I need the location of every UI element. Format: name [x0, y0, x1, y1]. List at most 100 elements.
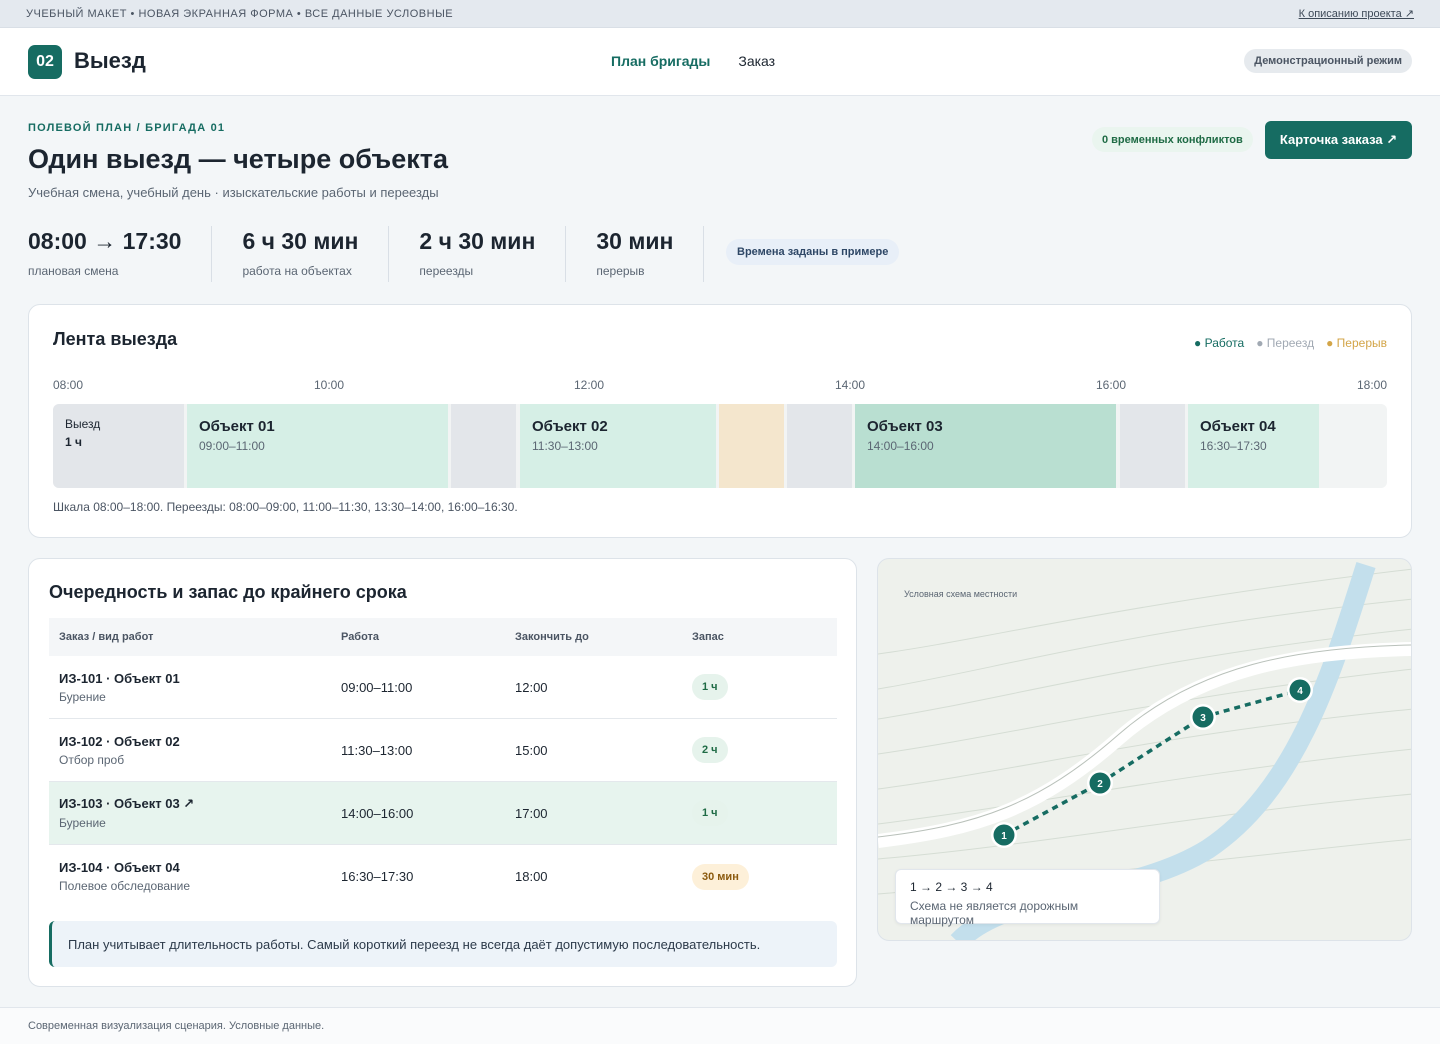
- work-type: Бурение: [59, 816, 106, 830]
- deadline: 18:00: [515, 869, 548, 884]
- map-point-label: 1: [1001, 831, 1007, 842]
- order-name: ИЗ-101 · Объект 01: [59, 670, 180, 686]
- timeline-panel: Лента выезда ● Работа ● Переезд ● Переры…: [28, 304, 1412, 538]
- queue-table: Заказ / вид работ Работа Закончить до За…: [49, 618, 837, 908]
- tick-label: 12:00: [574, 378, 605, 392]
- page-subtitle: Учебная смена, учебный день · изыскатель…: [28, 185, 439, 200]
- segment-time: 09:00–11:00: [199, 439, 265, 453]
- sequence-line: [1003, 688, 1301, 837]
- stat-label: переезды: [419, 264, 474, 278]
- stat-value: 6 ч 30 мин: [242, 228, 359, 254]
- reserve-badge: 2 ч: [692, 737, 728, 763]
- reserve-badge: 30 мин: [692, 863, 749, 890]
- segment-name: Объект 03: [867, 418, 943, 435]
- stat-shift: 08:00 → 17:30 плановая смена: [28, 226, 213, 282]
- segment-time: 16:30–17:30: [1200, 439, 1267, 453]
- segment-object-01[interactable]: Объект 01 09:00–11:00: [187, 404, 448, 488]
- deadline: 15:00: [515, 742, 548, 758]
- map-point-4: [1287, 677, 1313, 703]
- main-nav: План бригады Заказ: [611, 53, 775, 69]
- shift-stats: 08:00 → 17:30 плановая смена 6 ч 30 мин …: [28, 226, 734, 282]
- tick-label: 18:00: [1357, 378, 1388, 392]
- column-header: Заказ / вид работ: [59, 631, 154, 643]
- nav-item-crew-plan[interactable]: План бригады: [611, 53, 711, 69]
- notice-text: УЧЕБНЫЙ МАКЕТ • НОВАЯ ЭКРАННАЯ ФОРМА • В…: [26, 7, 454, 20]
- segment-transfer[interactable]: [451, 404, 516, 488]
- work-time: 14:00–16:00: [341, 805, 414, 821]
- times-note-badge: Времена заданы в примере: [726, 239, 900, 265]
- segment-transfer[interactable]: [1120, 404, 1185, 488]
- segment-object-03[interactable]: Объект 03 14:00–16:00: [855, 404, 1116, 488]
- timeline-title: Лента выезда: [53, 329, 178, 349]
- segment-time: 14:00–16:00: [867, 439, 934, 453]
- nav-item-order[interactable]: Заказ: [738, 53, 776, 69]
- stat-value: 2 ч 30 мин: [419, 228, 536, 254]
- order-name: ИЗ-102 · Объект 02: [59, 733, 180, 749]
- queue-title: Очередность и запас до крайнего срока: [49, 582, 407, 602]
- app-badge: 02: [28, 45, 62, 79]
- segment-object-02[interactable]: Объект 02 11:30–13:00: [520, 404, 716, 488]
- stat-value: 08:00 → 17:30: [28, 228, 182, 254]
- segment-transfer[interactable]: [787, 404, 852, 488]
- map-point-label: 4: [1297, 686, 1303, 697]
- work-type: Отбор проб: [59, 752, 125, 767]
- table-row[interactable]: ИЗ-101 · Объект 01 Бурение 09:00–11:00 12…: [49, 656, 837, 719]
- tick-label: 16:00: [1096, 378, 1127, 392]
- map-point-3: [1190, 704, 1216, 730]
- column-header: Закончить до: [515, 631, 589, 643]
- legend-work: ● Работа: [1194, 336, 1245, 350]
- table-header: Заказ / вид работ Работа Закончить до За…: [49, 618, 837, 656]
- segment-departure[interactable]: Выезд 1 ч: [53, 404, 184, 488]
- map-caption: Условная схема местности: [904, 589, 1018, 599]
- deadline: 17:00: [515, 805, 548, 821]
- timeline-legend: ● Работа ● Переезд ● Перерыв: [1194, 336, 1387, 350]
- app-header: 02 Выезд План бригады Заказ Демонстрацио…: [0, 28, 1440, 96]
- page-footer: Современная визуализация сценария. Услов…: [0, 1007, 1440, 1044]
- table-row[interactable]: ИЗ-104 · Объект 04 Полевое обследование 1…: [49, 845, 837, 908]
- stat-label: перерыв: [596, 264, 645, 278]
- conflicts-badge: 0 временных конфликтов: [1092, 127, 1253, 152]
- column-header: Работа: [341, 631, 380, 643]
- map-legend-card: 1 → 2 → 3 → 4 Схема не является дорожным…: [895, 869, 1160, 927]
- timeline-ticks: 08:00 10:00 12:00 14:00 16:00 18:00: [53, 378, 1387, 392]
- breadcrumb: ПОЛЕВОЙ ПЛАН / БРИГАДА 01: [28, 122, 226, 134]
- legend-break: ● Перерыв: [1326, 336, 1387, 350]
- top-notice-strip: УЧЕБНЫЙ МАКЕТ • НОВАЯ ЭКРАННАЯ ФОРМА • В…: [0, 0, 1440, 28]
- stat-break: 30 мин перерыв: [596, 226, 705, 282]
- queue-hint: План учитывает длительность работы. Самы…: [49, 921, 837, 967]
- page-title: Один выезд — четыре объекта: [28, 144, 449, 174]
- timeline-note: Шкала 08:00–18:00. Переезды: 08:00–09:00…: [53, 500, 518, 514]
- map-panel[interactable]: 1 2 3 4 Условная схема местности 1 → 2 →…: [877, 558, 1412, 941]
- timeline-track: Выезд 1 ч Объект 01 09:00–11:00 Объект 0…: [53, 404, 1387, 488]
- deadline: 12:00: [515, 679, 548, 695]
- map-point-label: 2: [1097, 779, 1103, 790]
- order-name[interactable]: ИЗ-103 · Объект 03 ↗: [59, 796, 195, 811]
- order-card-button[interactable]: Карточка заказа ↗: [1265, 121, 1412, 159]
- work-time: 11:30–13:00: [341, 742, 413, 758]
- segment-name: Объект 04: [1200, 418, 1276, 435]
- demo-mode-badge: Демонстрационный режим: [1244, 49, 1412, 73]
- stat-label: плановая смена: [28, 264, 119, 278]
- segment-object-04[interactable]: Объект 04 16:30–17:30: [1188, 404, 1319, 488]
- project-description-link[interactable]: К описанию проекта ↗: [1298, 8, 1414, 20]
- map-point-2: [1087, 770, 1113, 796]
- segment-break[interactable]: [719, 404, 784, 488]
- stat-value: 30 мин: [596, 228, 674, 254]
- segment-time: 11:30–13:00: [532, 439, 598, 453]
- stat-moves: 2 ч 30 мин переезды: [419, 226, 567, 282]
- app-title: Выезд: [74, 48, 146, 73]
- tick-label: 10:00: [314, 378, 345, 392]
- work-type: Полевое обследование: [59, 879, 191, 893]
- stat-work: 6 ч 30 мин работа на объектах: [242, 226, 390, 282]
- tick-label: 08:00: [53, 378, 84, 392]
- legend-move: ● Переезд: [1256, 336, 1315, 350]
- work-time: 09:00–11:00: [341, 679, 413, 695]
- map-point-1: [991, 822, 1017, 848]
- segment-name: Объект 02: [532, 418, 608, 435]
- work-type: Бурение: [59, 689, 106, 704]
- table-row[interactable]: ИЗ-102 · Объект 02 Отбор проб 11:30–13:00…: [49, 719, 837, 782]
- segment-name: Объект 01: [199, 418, 275, 435]
- table-row-selected[interactable]: ИЗ-103 · Объект 03 ↗ Бурение 14:00–16:00 …: [49, 782, 837, 845]
- map-note: Схема не является дорожным маршрутом: [910, 899, 1079, 927]
- map-sequence: 1 → 2 → 3 → 4: [910, 880, 993, 894]
